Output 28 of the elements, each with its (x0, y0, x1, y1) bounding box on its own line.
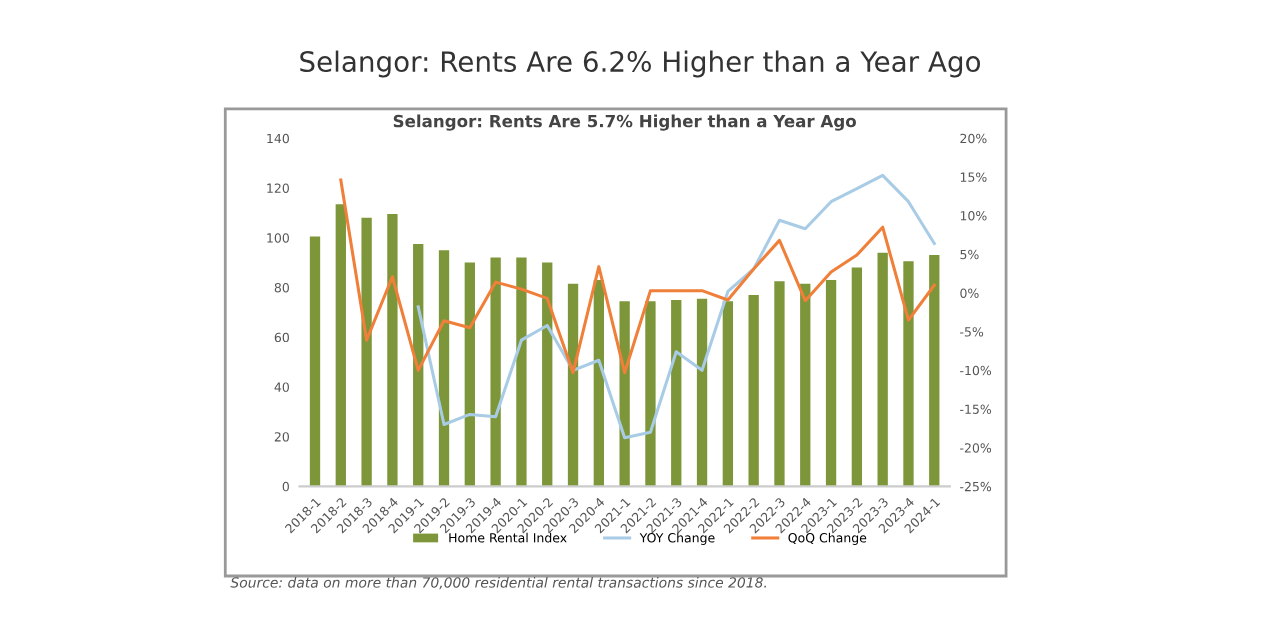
line-series (416, 173, 936, 440)
bar (361, 217, 372, 487)
bar (929, 255, 940, 487)
bar (464, 262, 475, 487)
bar (696, 298, 708, 487)
bar (748, 294, 759, 487)
bar (438, 250, 450, 487)
line-series (339, 178, 936, 375)
bar (335, 204, 346, 487)
bar (903, 261, 914, 487)
bar (593, 279, 604, 487)
bar (413, 243, 424, 487)
bar (309, 236, 321, 487)
bar (516, 257, 527, 487)
chart-subtitle: Selangor: Rents Are 5.7% Higher than a Year Ago (393, 114, 856, 131)
bar (671, 299, 682, 487)
bar (645, 301, 656, 487)
chart-title: Selangor: Rents Are 6.2% Higher than a Year Ago (300, 50, 981, 78)
bar (567, 283, 579, 487)
bar (800, 283, 811, 487)
bar (877, 252, 888, 487)
bar (825, 279, 837, 487)
bar (851, 267, 863, 487)
bar (774, 281, 785, 487)
bar (387, 214, 398, 487)
bar (722, 301, 734, 487)
bar (490, 257, 501, 487)
bar (542, 262, 553, 487)
